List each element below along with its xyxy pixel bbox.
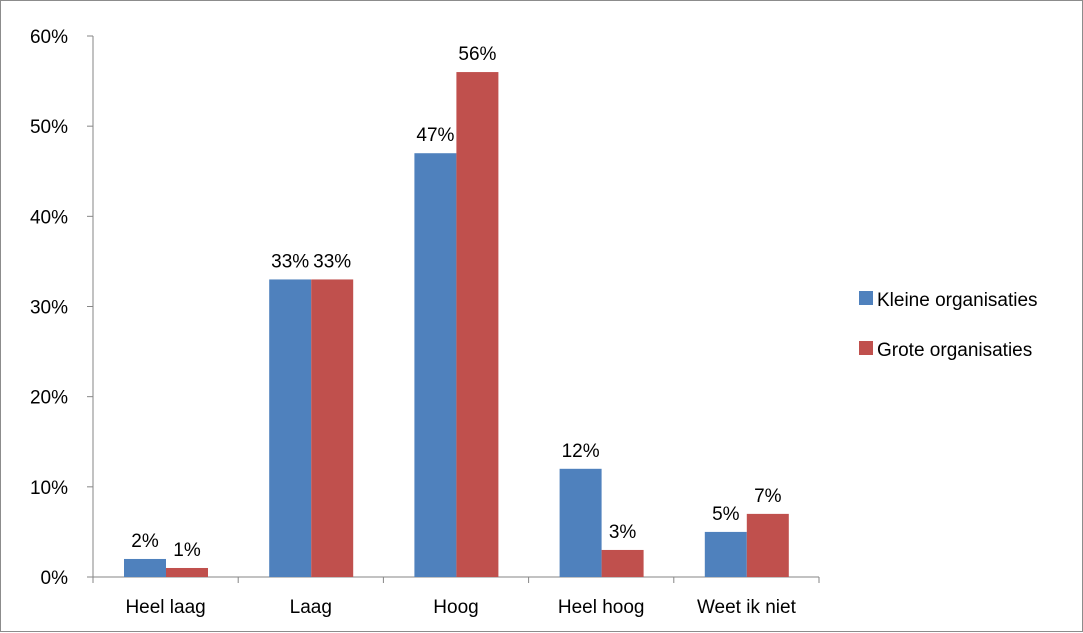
legend-item: Kleine organisaties [859, 290, 1038, 311]
x-tick-label: Laag [290, 597, 332, 618]
data-label: 5% [712, 504, 740, 525]
y-tick-label: 20% [30, 388, 68, 409]
data-label: 7% [754, 486, 782, 507]
data-label: 1% [173, 540, 201, 561]
bar-kleine-heel-hoog [559, 468, 602, 577]
data-label: 2% [131, 531, 159, 552]
data-label: 33% [313, 251, 351, 272]
data-label: 56% [458, 44, 496, 65]
data-label: 47% [416, 125, 454, 146]
y-tick-label: 50% [30, 117, 68, 138]
y-tick-label: 0% [41, 568, 69, 589]
y-axis: 0% 10% 20% 30% 40% 50% 60% [30, 27, 94, 589]
x-axis: Heel laag Laag Hoog Heel hoog Weet ik niet [92, 576, 820, 618]
y-tick-label: 10% [30, 478, 68, 499]
data-labels: 2% 1% 33% 33% 47% 56% 12% 3% 5% 7% [131, 44, 781, 561]
legend: Kleine organisaties Grote organisaties [859, 290, 1038, 361]
bar-kleine-heel-laag [124, 558, 166, 577]
bar-kleine-hoog [414, 153, 457, 577]
bar-kleine-weet-ik-niet [704, 531, 747, 577]
data-label: 12% [562, 441, 600, 462]
y-tick-label: 60% [30, 27, 68, 48]
data-label: 3% [609, 522, 637, 543]
y-tick-label: 40% [30, 207, 68, 228]
bar-grote-heel-laag [166, 567, 208, 577]
bar-grote-weet-ik-niet [746, 513, 789, 577]
x-tick-label: Heel laag [125, 597, 205, 618]
legend-label: Kleine organisaties [877, 290, 1038, 311]
legend-label: Grote organisaties [877, 340, 1032, 361]
y-tick-label: 30% [30, 298, 68, 319]
legend-item: Grote organisaties [859, 340, 1032, 361]
bar-grote-hoog [456, 72, 499, 578]
legend-swatch [859, 341, 873, 355]
x-tick-label: Heel hoog [558, 597, 645, 618]
legend-swatch [859, 291, 873, 305]
x-tick-label: Hoog [433, 597, 478, 618]
data-label: 33% [271, 251, 309, 272]
x-tick-label: Weet ik niet [697, 597, 797, 618]
bar-kleine-laag [269, 279, 312, 577]
bar-grote-heel-hoog [601, 549, 644, 577]
bar-grote-laag [311, 279, 354, 577]
bars [124, 72, 789, 578]
